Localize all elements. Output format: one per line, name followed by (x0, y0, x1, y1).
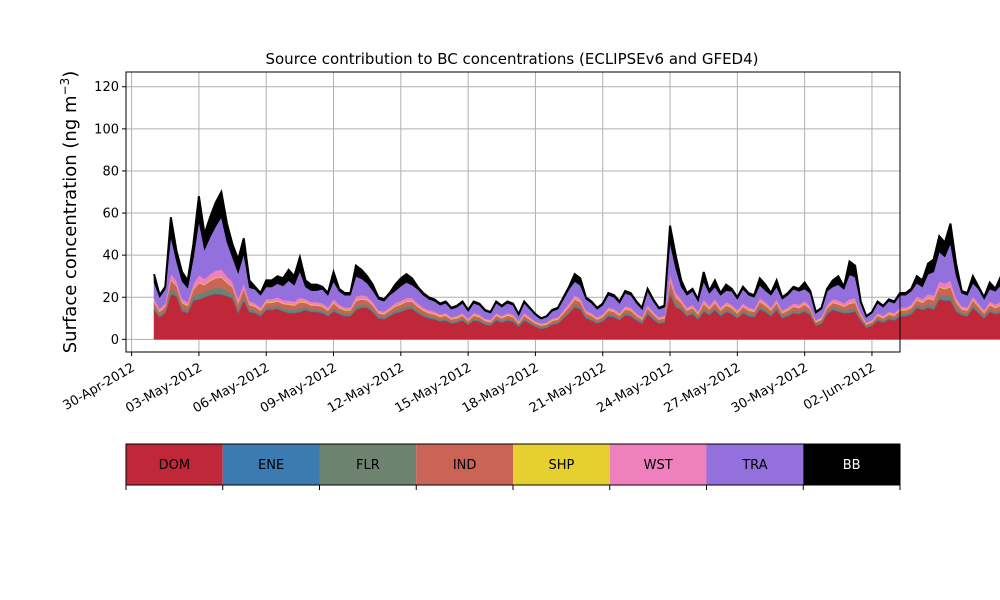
y-tick-label: 20 (102, 291, 119, 306)
x-tick-label: 30-May-2012 (729, 360, 811, 416)
legend-colorbar: DOM ENE FLR IND SHP WST TRA BB (125, 443, 901, 490)
total-outline (153, 188, 1000, 320)
plot-frame (125, 71, 901, 353)
y-tick-label: 60 (102, 207, 119, 222)
legend-swatch-shp (513, 444, 610, 485)
legend-swatch-ind (416, 444, 513, 485)
legend-label-dom: DOM (159, 458, 190, 473)
y-axis-label-close: ) (60, 71, 81, 78)
legend-label-ind: IND (453, 458, 477, 473)
y-axis-label-exponent: −3 (58, 78, 72, 96)
y-axis-label-text: Surface concentration (ng m (60, 95, 81, 353)
legend-label-flr: FLR (356, 458, 380, 473)
series-area-tra (153, 216, 1000, 324)
legend-swatch-flr (319, 444, 417, 485)
x-tick-label: 02-Jun-2012 (801, 360, 878, 413)
legend-label-wst: WST (644, 458, 673, 473)
grid-lines (126, 72, 900, 352)
y-tick-label: 80 (102, 164, 119, 179)
legend-swatch-tra (706, 444, 804, 485)
y-tick-label: 120 (94, 80, 119, 95)
y-axis-label: Surface concentration (ng m−3) (58, 71, 81, 354)
y-tick-label: 0 (111, 333, 119, 348)
legend-label-shp: SHP (548, 458, 574, 473)
legend-swatch-dom (126, 444, 223, 485)
legend-swatch-ene (222, 444, 320, 485)
legend-label-ene: ENE (258, 458, 284, 473)
legend-label-bb: BB (843, 458, 861, 473)
legend-swatch-wst (609, 444, 707, 485)
legend-label-tra: TRA (741, 458, 767, 473)
stacked-areas (153, 188, 1000, 340)
chart-title: Source contribution to BC concentrations… (265, 50, 758, 68)
y-axis-ticks: 0 20 40 60 80 100 120 (94, 80, 126, 348)
y-tick-label: 40 (102, 249, 119, 264)
x-axis-ticks: 30-Apr-201203-May-201206-May-201209-May-… (60, 352, 878, 416)
legend-swatch-bb (803, 444, 900, 485)
y-tick-label: 100 (94, 122, 119, 137)
